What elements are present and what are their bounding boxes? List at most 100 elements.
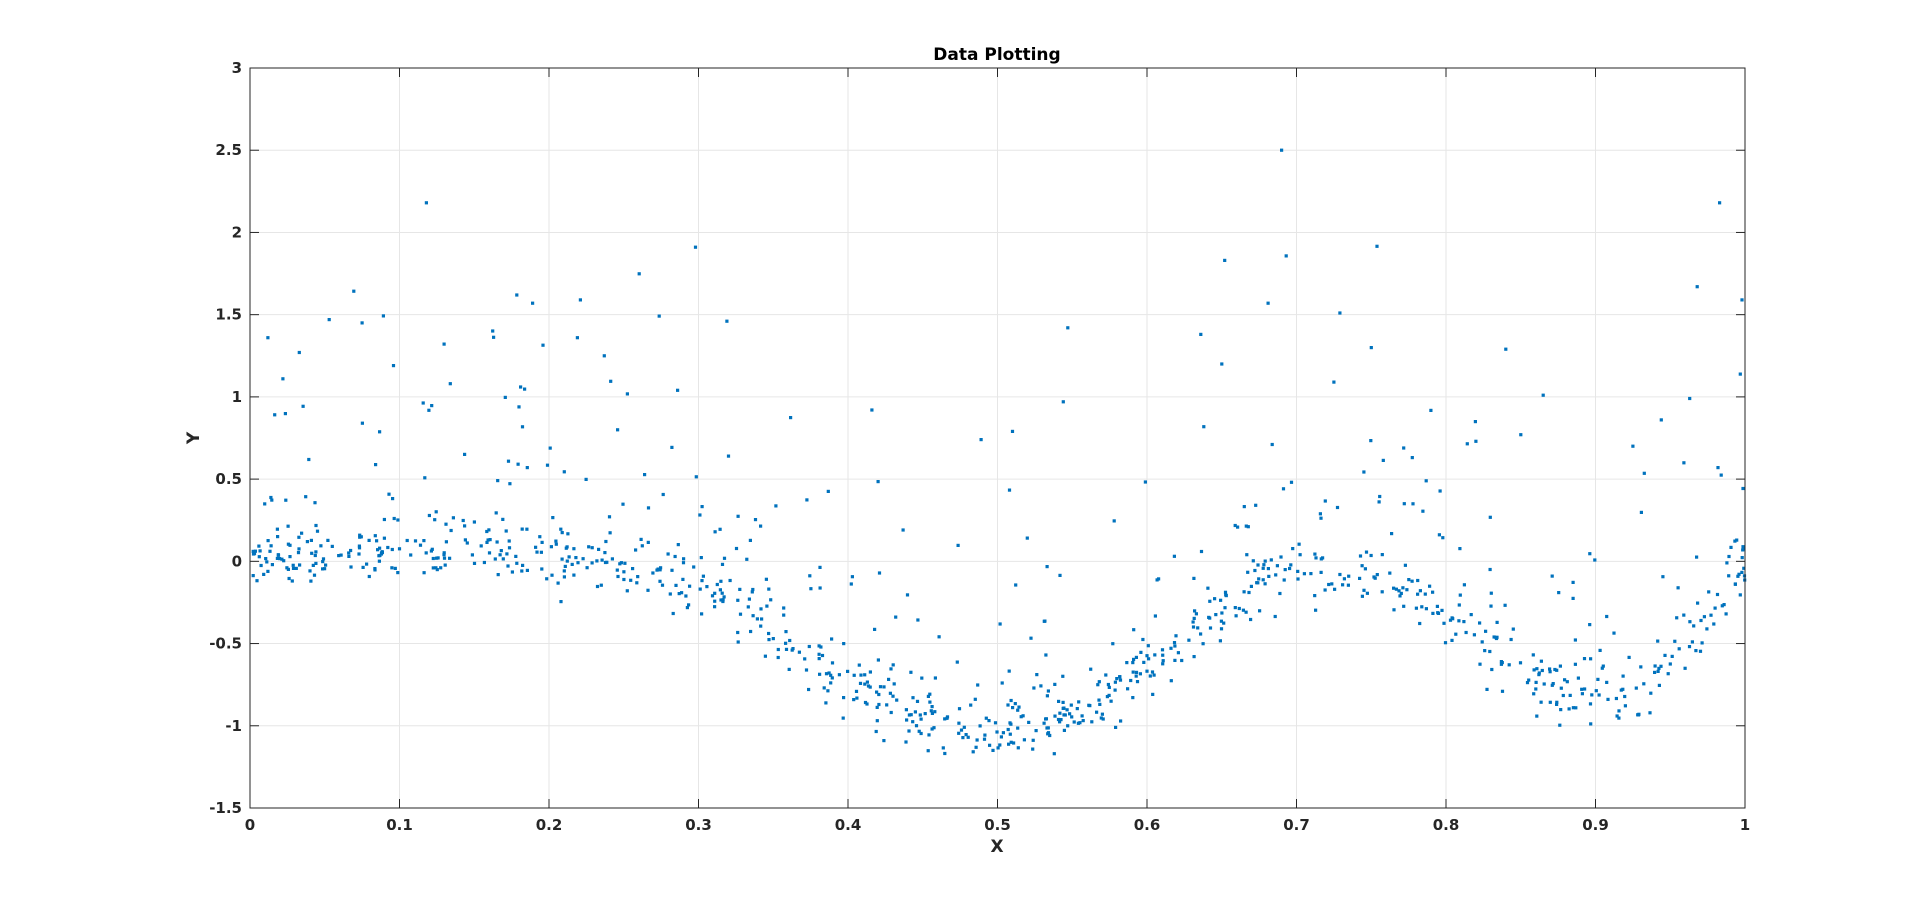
data-point [819,645,823,649]
data-point [1106,682,1110,687]
data-point [396,571,400,575]
data-point [1670,654,1674,658]
data-point [1246,570,1250,574]
data-point [957,721,961,725]
data-point [1555,668,1559,672]
tick-marks [249,67,1746,809]
data-point [676,388,680,392]
data-point [1692,624,1696,628]
data-point [776,647,780,652]
data-point [767,587,771,591]
data-point [373,534,377,538]
data-point [1244,610,1248,614]
x-tick-label: 0.9 [1582,816,1609,834]
data-point [1145,669,1149,673]
data-point [300,531,304,535]
y-tick-label: 2.5 [215,141,242,159]
data-point [1323,588,1327,592]
x-tick-label: 0.2 [536,816,563,834]
data-point [487,528,491,532]
data-point [485,540,489,544]
y-tick-label: 3 [232,59,242,77]
data-point [275,556,279,560]
data-point [713,530,717,534]
data-point [625,589,629,593]
data-point [646,540,650,544]
data-point [562,575,566,579]
data-point [1694,649,1698,653]
data-point [760,617,764,621]
data-point [877,571,882,575]
y-tick-labels: -1.5 -1 -0.5 0 0.5 1 1.5 2 2.5 3 [209,59,242,817]
x-tick-label: 0.5 [984,816,1011,834]
data-point [892,682,896,686]
data-point [854,689,859,693]
data-points [251,148,1747,756]
x-tick-label: 0.1 [386,816,413,834]
data-point [751,587,755,592]
data-point [1061,674,1065,678]
data-point [297,535,301,539]
data-point [1193,609,1197,613]
data-point [877,702,881,707]
data-point [1332,380,1336,384]
data-point [837,673,841,677]
data-point [1314,556,1318,560]
data-point [646,588,650,592]
data-point [1202,425,1206,429]
data-point [1380,590,1384,594]
data-point [1443,641,1448,645]
data-point [495,540,499,544]
data-point [1358,576,1362,580]
data-point [943,717,947,721]
data-point [423,476,427,480]
data-point [1208,616,1212,620]
data-point [1550,683,1554,687]
data-point [283,412,287,416]
data-point [1042,721,1046,725]
data-point [1457,619,1461,623]
data-point [1096,683,1100,687]
data-point [1565,680,1569,684]
data-point [1733,582,1737,586]
data-point [1233,606,1237,610]
data-point [1256,563,1260,567]
data-point [1169,646,1173,650]
data-point [1223,590,1228,594]
data-point [700,579,704,583]
data-point [764,577,768,581]
data-point [1077,700,1081,704]
data-point [548,446,552,450]
data-point [266,539,270,543]
data-point [297,350,301,355]
data-point [1139,650,1143,654]
data-point [560,557,564,561]
data-point [1568,693,1572,697]
data-point [280,557,284,561]
data-point [307,457,311,462]
data-point [1437,533,1441,537]
data-point [352,289,356,293]
data-point [685,606,689,610]
data-point [255,579,259,583]
data-point [1484,629,1488,633]
data-point [1007,669,1011,673]
data-point [507,539,511,543]
x-axis-label: X [990,837,1003,857]
data-point [1715,592,1720,597]
data-point [1053,714,1057,718]
data-point [911,720,915,724]
data-point [1601,664,1605,668]
data-point [721,598,725,602]
data-point [570,562,574,566]
data-point [266,336,270,340]
data-point [1095,710,1099,714]
data-point [1738,372,1742,376]
data-point [312,573,317,577]
data-point [1104,673,1108,677]
data-point [988,743,992,747]
data-point [907,713,911,717]
data-point [1213,597,1217,601]
data-point [1375,573,1379,577]
